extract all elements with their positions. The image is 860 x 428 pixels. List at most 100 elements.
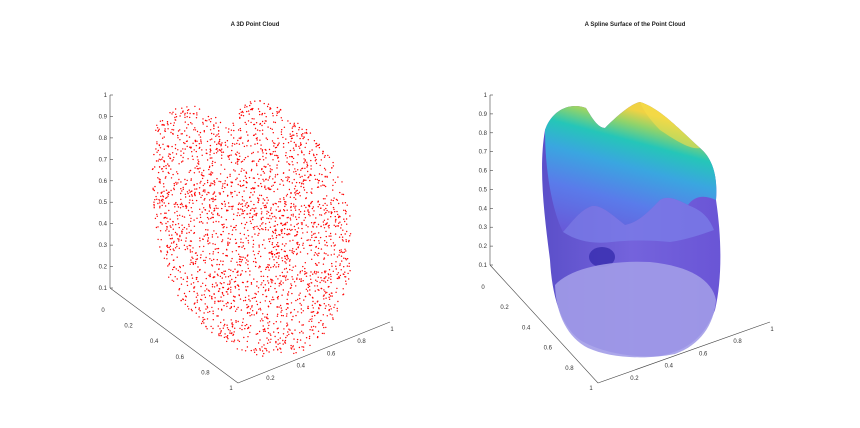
cloud-point <box>294 207 296 209</box>
cloud-point <box>243 233 245 236</box>
cloud-point <box>323 332 325 335</box>
cloud-point <box>247 229 249 232</box>
cloud-point <box>271 242 274 244</box>
cloud-point <box>162 156 164 158</box>
cloud-point <box>239 264 242 267</box>
cloud-point <box>258 250 260 253</box>
cloud-point <box>286 233 288 236</box>
cloud-point <box>291 161 293 163</box>
cloud-point <box>304 270 306 273</box>
cloud-point <box>197 162 199 164</box>
cloud-point <box>309 294 311 296</box>
cloud-point <box>177 269 179 272</box>
x-tick-label: 1 <box>390 327 394 333</box>
cloud-point <box>186 277 189 279</box>
cloud-point <box>196 112 198 114</box>
cloud-point <box>168 264 170 266</box>
cloud-point <box>273 145 275 147</box>
cloud-point <box>230 185 233 187</box>
cloud-point <box>264 186 266 189</box>
cloud-point <box>253 123 256 126</box>
cloud-point <box>242 212 244 215</box>
spline-surface <box>542 102 721 358</box>
cloud-point <box>219 275 222 278</box>
cloud-point <box>296 278 298 280</box>
cloud-point <box>267 280 269 282</box>
cloud-point <box>277 137 279 140</box>
cloud-point <box>203 130 205 132</box>
cloud-point <box>255 137 258 140</box>
cloud-point <box>185 140 188 143</box>
y-tick-label: 0.8 <box>565 366 574 372</box>
cloud-point <box>252 194 254 196</box>
cloud-point <box>191 211 193 213</box>
cloud-point <box>191 190 193 192</box>
cloud-point <box>272 159 274 161</box>
cloud-point <box>344 276 346 278</box>
cloud-point <box>199 237 201 239</box>
cloud-point <box>254 296 257 299</box>
cloud-point <box>203 199 205 201</box>
cloud-point <box>196 254 198 257</box>
z-tick-label: 1 <box>104 93 108 99</box>
cloud-point <box>188 195 191 197</box>
cloud-point <box>304 273 306 275</box>
cloud-point <box>302 349 305 351</box>
cloud-point <box>346 258 349 260</box>
cloud-point <box>159 230 162 232</box>
cloud-point <box>339 264 341 267</box>
cloud-point <box>267 339 270 341</box>
cloud-point <box>302 242 304 244</box>
cloud-point <box>223 273 226 275</box>
cloud-point <box>220 145 222 147</box>
cloud-point <box>237 320 239 323</box>
cloud-point <box>269 165 271 167</box>
cloud-point <box>285 308 287 311</box>
cloud-point <box>223 200 226 203</box>
cloud-point <box>159 159 162 161</box>
cloud-point <box>254 348 257 350</box>
cloud-point <box>307 286 309 289</box>
cloud-point <box>336 210 338 213</box>
cloud-point <box>345 218 348 220</box>
z-tick-label: 0.4 <box>479 206 488 212</box>
cloud-point <box>196 140 198 142</box>
cloud-point <box>190 283 192 285</box>
cloud-point <box>281 271 283 274</box>
cloud-point <box>260 217 262 219</box>
cloud-point <box>262 198 264 200</box>
cloud-point <box>203 207 205 209</box>
cloud-point <box>238 113 241 115</box>
cloud-point <box>332 199 334 202</box>
cloud-point <box>323 224 325 226</box>
cloud-point <box>198 307 200 309</box>
cloud-point <box>178 226 180 229</box>
cloud-point <box>263 344 265 346</box>
cloud-point <box>175 153 178 155</box>
cloud-point <box>306 272 308 274</box>
cloud-point <box>286 335 288 337</box>
cloud-point <box>318 143 320 146</box>
cloud-point <box>283 328 285 330</box>
cloud-point <box>300 169 302 171</box>
cloud-point <box>168 276 170 278</box>
cloud-point <box>204 303 206 305</box>
cloud-point <box>199 268 201 271</box>
cloud-point <box>305 179 307 181</box>
cloud-point <box>184 183 187 185</box>
cloud-point <box>268 324 270 327</box>
cloud-point <box>175 223 177 226</box>
cloud-point <box>204 191 206 193</box>
cloud-point <box>287 120 289 122</box>
cloud-point <box>307 226 309 228</box>
cloud-point <box>282 333 285 335</box>
cloud-point <box>300 237 303 239</box>
x-tick-label: 0.2 <box>266 376 275 382</box>
cloud-point <box>202 190 204 192</box>
cloud-point <box>231 257 233 260</box>
cloud-point <box>238 340 241 343</box>
cloud-point <box>324 176 326 178</box>
cloud-point <box>158 128 160 130</box>
cloud-point <box>240 111 242 114</box>
cloud-point <box>348 239 350 242</box>
